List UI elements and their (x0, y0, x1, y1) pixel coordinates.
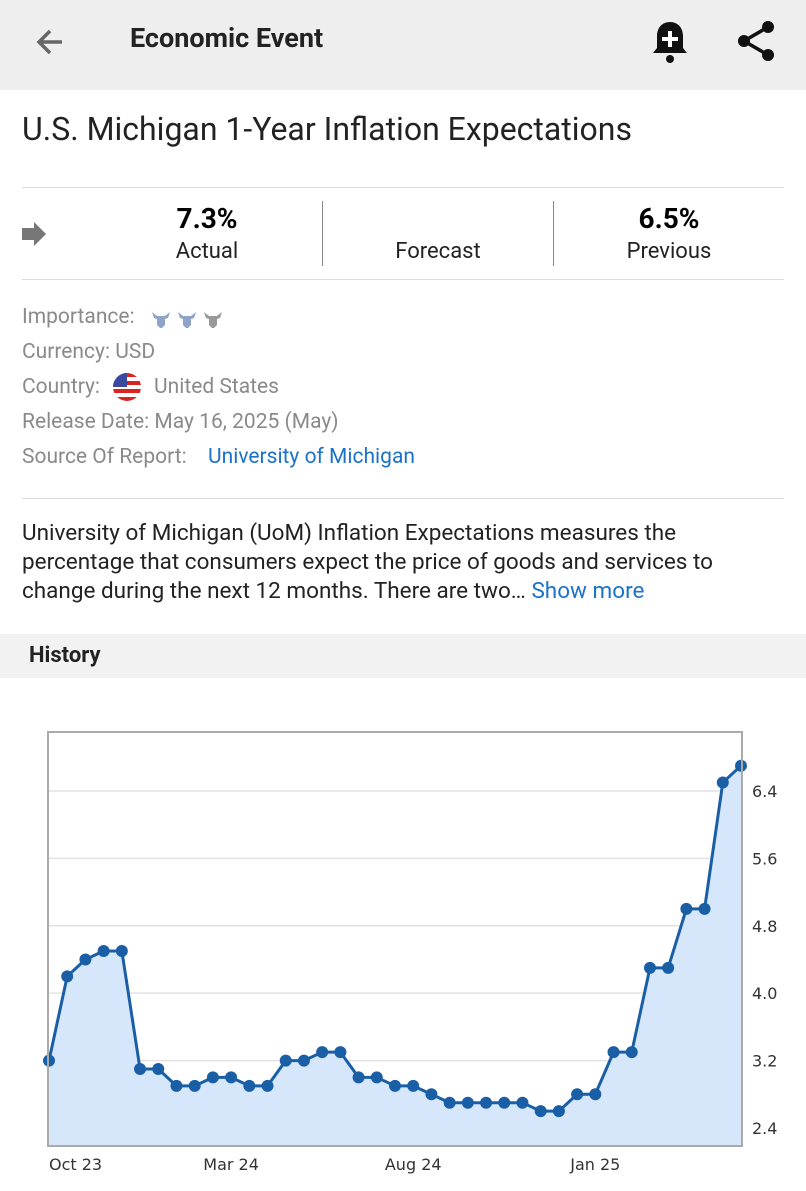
point (316, 1046, 329, 1059)
chart: 2.4 3.2 4.0 4.8 5.6 6.4 Oct 23 Mar 24 Aug 24 Jan … (43, 731, 777, 1174)
point (352, 1071, 365, 1084)
x-tick-label: Mar 24 (203, 1155, 259, 1174)
app-title: Economic Event (130, 22, 324, 54)
point (698, 902, 711, 915)
divider (22, 279, 784, 280)
section-bar: History (0, 634, 806, 678)
previous-value: 6.5% (638, 202, 700, 235)
point (607, 1046, 620, 1059)
forecast-label: Forecast (395, 239, 481, 264)
y-tick-label: 3.2 (752, 1052, 777, 1071)
release-date: Release Date: May 16, 2025 (May) (22, 410, 339, 434)
back-button[interactable] (32, 24, 68, 60)
x-tick-label: Jan 25 (569, 1155, 620, 1174)
importance-icons (152, 312, 222, 328)
point (334, 1046, 347, 1059)
point (407, 1079, 420, 1092)
point (115, 945, 128, 958)
alert-button[interactable] (648, 18, 692, 66)
flag (113, 373, 141, 401)
point (61, 970, 74, 983)
point (680, 902, 693, 915)
show-more[interactable]: Show more (531, 578, 645, 604)
point (97, 945, 110, 958)
point (625, 1046, 638, 1059)
point (498, 1096, 511, 1109)
divider (553, 201, 554, 266)
point (188, 1079, 201, 1092)
point (389, 1079, 401, 1092)
app-bar: Economic Event (0, 0, 806, 90)
point (516, 1096, 529, 1109)
point (225, 1071, 238, 1084)
point (589, 1088, 602, 1101)
point (206, 1071, 219, 1084)
divider (22, 187, 784, 188)
point (243, 1079, 256, 1092)
event-title: U.S. Michigan 1-Year Inflation Expectati… (22, 110, 632, 148)
point (279, 1054, 292, 1067)
point (79, 953, 92, 966)
section-title: History (29, 643, 101, 668)
plot-border (47, 731, 743, 1147)
point (534, 1105, 547, 1118)
point (134, 1062, 147, 1075)
country-value: United States (154, 375, 279, 399)
point (370, 1071, 383, 1084)
source-label: Source Of Report: (22, 445, 187, 469)
point (480, 1096, 493, 1109)
point (425, 1088, 438, 1101)
trend-arrow (22, 222, 46, 246)
divider (22, 498, 784, 499)
share-button[interactable] (734, 18, 778, 66)
point (443, 1096, 456, 1109)
point (461, 1096, 474, 1109)
y-tick-label: 5.6 (752, 849, 777, 868)
x-tick-label: Aug 24 (385, 1155, 442, 1174)
point (552, 1105, 565, 1118)
point (716, 776, 729, 789)
y-tick-label: 4.0 (752, 984, 777, 1003)
point (297, 1054, 310, 1067)
area (49, 765, 741, 1146)
actual-value: 7.3% (176, 202, 238, 235)
description: University of Michigan (UoM) Inflation E… (22, 519, 784, 606)
y-tick-label: 6.4 (752, 782, 777, 801)
country-label: Country: (22, 375, 101, 399)
point (261, 1079, 274, 1092)
currency: Currency: USD (22, 340, 156, 364)
importance-label: Importance: (22, 305, 135, 329)
point (571, 1088, 584, 1101)
point (643, 961, 656, 974)
point (152, 1062, 165, 1075)
point (170, 1079, 183, 1092)
x-tick-label: Oct 23 (49, 1155, 102, 1174)
actual-label: Actual (175, 239, 239, 264)
description-text: University of Michigan (UoM) Inflation E… (22, 520, 713, 604)
previous-label: Previous (626, 239, 712, 264)
divider (322, 201, 323, 266)
source-link[interactable]: University of Michigan (208, 445, 415, 469)
y-tick-label: 4.8 (752, 917, 777, 936)
y-tick-label: 2.4 (752, 1119, 777, 1138)
point (662, 961, 675, 974)
